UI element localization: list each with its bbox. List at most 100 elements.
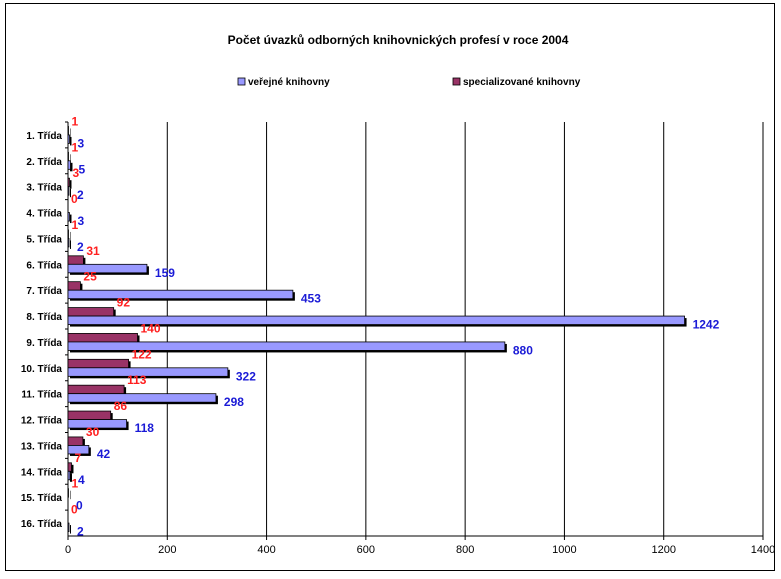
- category-label: 5. Třída: [26, 234, 62, 245]
- data-label-verejne: 42: [97, 447, 111, 461]
- chart-frame: Počet úvazků odborných knihovnických pro…: [5, 3, 775, 571]
- x-tick-label: 0: [65, 544, 71, 556]
- legend: veřejné knihovny specializované knihovny: [237, 77, 581, 88]
- bar-specializovane: [67, 333, 138, 343]
- data-label-verejne: 5: [78, 162, 85, 176]
- category-label: 13. Třída: [21, 441, 63, 452]
- bar-verejne: [67, 367, 229, 377]
- data-label-specializovane: 92: [117, 296, 131, 310]
- bar-verejne: [67, 445, 90, 455]
- category-label: 14. Třída: [21, 467, 63, 478]
- bar-shadow: [70, 240, 71, 249]
- data-label-specializovane: 86: [114, 399, 128, 413]
- bar-verejne: [67, 470, 71, 481]
- bar-specializovane: [67, 177, 70, 188]
- bar-shadow: [70, 214, 72, 224]
- chart-title: Počet úvazků odborných knihovnických pro…: [228, 33, 569, 47]
- data-label-specializovane: 25: [83, 270, 97, 284]
- bar-verejne: [67, 134, 70, 144]
- bar-shadow: [70, 180, 72, 189]
- bar-verejne: [67, 186, 70, 196]
- x-tick-label: 1000: [552, 544, 576, 556]
- bar-specializovane: [67, 462, 72, 472]
- data-label-specializovane: 3: [72, 166, 79, 180]
- data-label-specializovane: 0: [71, 503, 78, 517]
- bar-verejne: [67, 238, 70, 248]
- bar-verejne: [67, 160, 71, 170]
- data-label-specializovane: 140: [141, 321, 161, 335]
- bar-verejne: [67, 212, 70, 222]
- bar-verejne: [67, 289, 294, 300]
- data-label-specializovane: 0: [71, 192, 78, 206]
- category-label: 11. Třída: [21, 390, 62, 401]
- legend-swatch: [237, 77, 246, 86]
- category-label: 7. Třída: [26, 286, 62, 297]
- data-label-verejne: 159: [155, 266, 175, 280]
- legend-swatch: [452, 77, 461, 86]
- legend-label: veřejné knihovny: [248, 77, 330, 88]
- bar-specializovane: [67, 436, 84, 446]
- bar-verejne: [67, 522, 70, 532]
- category-label: 9. Třída: [26, 338, 62, 349]
- data-label-verejne: 2: [77, 525, 84, 539]
- data-label-verejne: 3: [77, 214, 84, 228]
- bar-verejne: [67, 393, 217, 403]
- data-label-verejne: 453: [301, 292, 321, 306]
- data-label-verejne: 322: [236, 369, 256, 383]
- legend-label: specializované knihovny: [463, 77, 581, 88]
- bar-shadow: [70, 525, 71, 534]
- category-label: 6. Třída: [26, 260, 62, 271]
- data-label-specializovane: 122: [132, 347, 152, 361]
- data-label-specializovane: 113: [127, 373, 147, 387]
- x-tick-label: 1400: [751, 544, 775, 556]
- data-label-verejne: 2: [77, 240, 84, 254]
- bar-specializovane: [67, 307, 115, 317]
- bar-specializovane: [67, 358, 129, 369]
- bar-verejne: [67, 315, 685, 325]
- category-label: 16. Třída: [21, 519, 63, 530]
- bar-shadow: [70, 188, 71, 198]
- category-label: 3. Třída: [26, 183, 62, 194]
- x-tick-label: 200: [158, 544, 176, 556]
- bar-shadow: [70, 136, 72, 146]
- data-label-specializovane: 1: [71, 114, 78, 128]
- bar-verejne: [67, 341, 506, 351]
- bars: [67, 126, 687, 534]
- data-label-verejne: 0: [76, 499, 83, 513]
- data-label-verejne: 298: [224, 395, 244, 409]
- category-label: 1. Třída: [26, 131, 62, 142]
- grid-lines: [67, 122, 764, 537]
- category-label: 2. Třída: [26, 157, 62, 168]
- category-label: 4. Třída: [26, 209, 62, 220]
- x-tick-label: 800: [456, 544, 474, 556]
- data-label-verejne: 118: [135, 421, 155, 435]
- data-label-specializovane: 30: [86, 425, 100, 439]
- category-label: 12. Třída: [21, 416, 63, 427]
- data-label-verejne: 3: [77, 136, 84, 150]
- data-label-verejne: 2: [77, 188, 84, 202]
- bar-specializovane: [67, 281, 81, 291]
- value-axis: 0 200 400 600 800 1000 1200 1400: [65, 536, 775, 556]
- data-label-specializovane: 1: [71, 477, 78, 491]
- data-label-verejne: 880: [513, 343, 533, 357]
- x-tick-label: 400: [257, 544, 275, 556]
- data-label-verejne: 1242: [693, 318, 720, 332]
- category-axis: 1. Třída 2. Třída 3. Třída 4. Třída 5. Třída…: [21, 121, 68, 530]
- data-label-specializovane: 7: [74, 451, 81, 465]
- bar-chart: Počet úvazků odborných knihovnických pro…: [21, 33, 775, 556]
- data-label-verejne: 4: [78, 473, 85, 487]
- category-label: 10. Třída: [21, 364, 63, 375]
- data-label-specializovane: 31: [86, 244, 100, 258]
- bar-verejne: [67, 263, 148, 274]
- data-label-specializovane: 1: [71, 140, 78, 154]
- category-label: 15. Třída: [21, 493, 63, 504]
- category-label: 8. Třída: [26, 312, 62, 323]
- bar-specializovane: [67, 384, 125, 395]
- x-tick-label: 600: [357, 544, 375, 556]
- data-label-specializovane: 1: [71, 218, 78, 232]
- bar-specializovane: [67, 255, 84, 265]
- bar-shadow: [70, 473, 72, 482]
- bar-verejne: [67, 419, 127, 429]
- bar-specializovane: [67, 410, 112, 420]
